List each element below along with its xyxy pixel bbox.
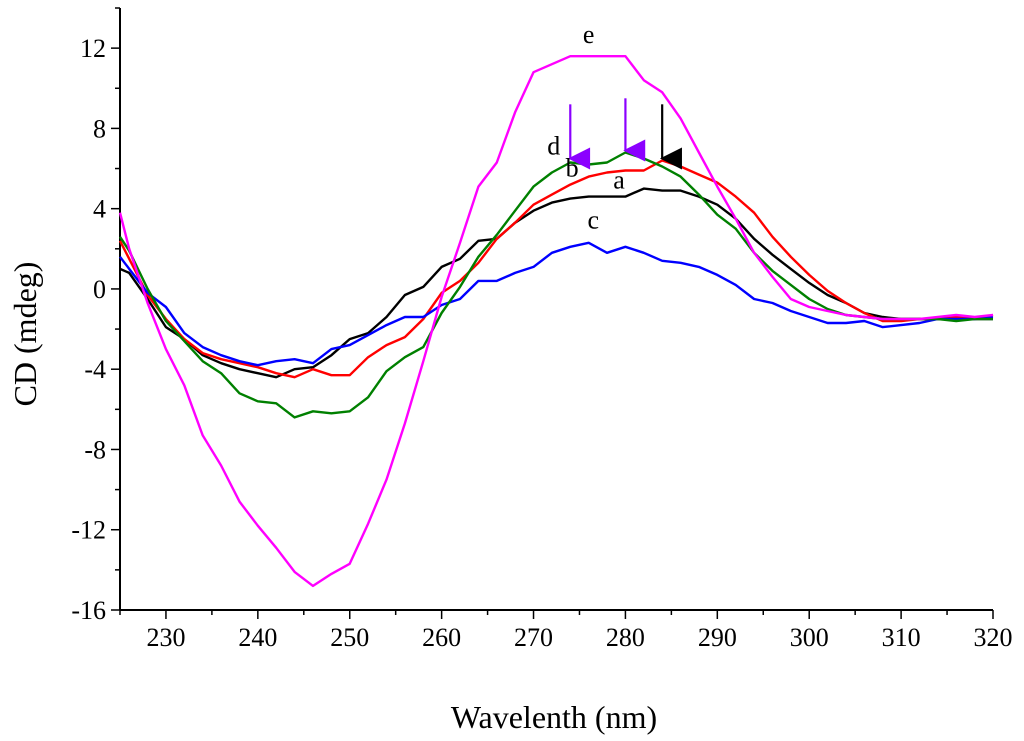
y-tick-label: 0 xyxy=(93,275,106,304)
curve-label-d: d xyxy=(547,131,560,160)
curve-label-layer: e db ac xyxy=(547,20,625,235)
plot-area: 230 240 250 260 270 280 290 300 310 320 -16 -12 -8 -4… xyxy=(71,7,1013,652)
x-tick-label: 290 xyxy=(698,623,737,652)
series-layer xyxy=(118,55,994,588)
x-tick-label: 240 xyxy=(238,623,277,652)
x-tick-label: 280 xyxy=(606,623,645,652)
series-line-a xyxy=(119,187,993,379)
x-axis-title: Wavelenth (nm) xyxy=(451,699,657,735)
y-tick-label: 12 xyxy=(80,34,106,63)
curve-label-c: c xyxy=(587,206,599,235)
x-tick-label: 260 xyxy=(422,623,461,652)
curve-label-b: b xyxy=(566,154,579,183)
x-tick-label: 320 xyxy=(974,623,1013,652)
y-tick-label: -8 xyxy=(84,435,106,464)
x-tick-label: 310 xyxy=(882,623,921,652)
series-line-b xyxy=(118,159,994,379)
y-tick-label: -12 xyxy=(71,516,106,545)
x-tick-label: 270 xyxy=(514,623,553,652)
x-tick-label: 250 xyxy=(330,623,369,652)
x-tick-label: 230 xyxy=(146,623,185,652)
y-tick-label: 8 xyxy=(93,114,106,143)
y-tick-label: -4 xyxy=(84,355,106,384)
y-axis-title: CD (mdeg) xyxy=(7,262,43,407)
curve-label-a: a xyxy=(613,166,625,195)
y-tick-label: 4 xyxy=(93,195,106,224)
y-tick-label: -16 xyxy=(71,596,106,625)
arrow-layer xyxy=(568,98,682,170)
x-tick-label: 300 xyxy=(790,623,829,652)
series-line-c xyxy=(119,241,994,367)
series-line-e xyxy=(118,55,994,588)
curve-label-e: e xyxy=(583,20,595,49)
